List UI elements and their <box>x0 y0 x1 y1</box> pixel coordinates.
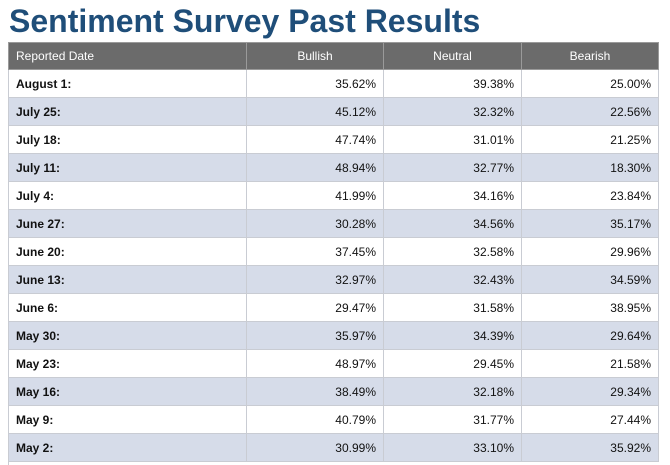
table-header: Reported Date Bullish Neutral Bearish <box>8 42 659 70</box>
cell-neutral: 32.77% <box>383 153 522 182</box>
table-row: May 30: 35.97% 34.39% 29.64% <box>8 321 659 350</box>
cell-bearish: 27.44% <box>521 405 659 434</box>
table-row: May 2: 30.99% 33.10% 35.92% <box>8 433 659 462</box>
cell-neutral: 32.58% <box>383 237 522 266</box>
table-row: June 27: 30.28% 34.56% 35.17% <box>8 209 659 238</box>
table-row: August 1: 35.62% 39.38% 25.00% <box>8 69 659 98</box>
cell-reported-date: August 1: <box>8 69 247 98</box>
cell-reported-date: June 27: <box>8 209 247 238</box>
cell-bearish: 34.59% <box>521 265 659 294</box>
table-row: June 13: 32.97% 32.43% 34.59% <box>8 265 659 294</box>
column-header-reported-date: Reported Date <box>8 42 247 70</box>
table-row: May 23: 48.97% 29.45% 21.58% <box>8 349 659 378</box>
cell-bullish: 29.47% <box>246 293 384 322</box>
column-header-bearish: Bearish <box>521 42 659 70</box>
cell-bullish: 35.62% <box>246 69 384 98</box>
table-row: May 9: 40.79% 31.77% 27.44% <box>8 405 659 434</box>
cell-reported-date: May 9: <box>8 405 247 434</box>
cell-bearish: 21.25% <box>521 125 659 154</box>
cell-bullish: 48.94% <box>246 153 384 182</box>
cell-bullish: 37.45% <box>246 237 384 266</box>
table-continuation <box>8 460 658 465</box>
table-row: June 6: 29.47% 31.58% 38.95% <box>8 293 659 322</box>
table-row: July 11: 48.94% 32.77% 18.30% <box>8 153 659 182</box>
cell-neutral: 31.01% <box>383 125 522 154</box>
cell-neutral: 32.32% <box>383 97 522 126</box>
cell-reported-date: June 6: <box>8 293 247 322</box>
table-row: July 25: 45.12% 32.32% 22.56% <box>8 97 659 126</box>
cell-bearish: 29.96% <box>521 237 659 266</box>
table-row: July 4: 41.99% 34.16% 23.84% <box>8 181 659 210</box>
cell-bullish: 47.74% <box>246 125 384 154</box>
cell-reported-date: July 18: <box>8 125 247 154</box>
cell-bearish: 21.58% <box>521 349 659 378</box>
column-header-bullish: Bullish <box>246 42 384 70</box>
cell-neutral: 34.16% <box>383 181 522 210</box>
cell-neutral: 29.45% <box>383 349 522 378</box>
cell-reported-date: May 16: <box>8 377 247 406</box>
table-row: July 18: 47.74% 31.01% 21.25% <box>8 125 659 154</box>
sentiment-results-table: Reported Date Bullish Neutral Bearish Au… <box>8 42 659 462</box>
cell-reported-date: July 4: <box>8 181 247 210</box>
cell-neutral: 32.18% <box>383 377 522 406</box>
column-header-neutral: Neutral <box>383 42 522 70</box>
table-row: June 20: 37.45% 32.58% 29.96% <box>8 237 659 266</box>
cell-bullish: 30.28% <box>246 209 384 238</box>
cell-bullish: 38.49% <box>246 377 384 406</box>
cell-reported-date: July 25: <box>8 97 247 126</box>
cell-neutral: 34.39% <box>383 321 522 350</box>
cell-neutral: 31.58% <box>383 293 522 322</box>
cell-bullish: 41.99% <box>246 181 384 210</box>
cell-bullish: 32.97% <box>246 265 384 294</box>
cell-bearish: 23.84% <box>521 181 659 210</box>
cell-bearish: 35.92% <box>521 433 659 462</box>
cell-neutral: 33.10% <box>383 433 522 462</box>
cell-bearish: 29.34% <box>521 377 659 406</box>
cell-bearish: 22.56% <box>521 97 659 126</box>
cell-bullish: 35.97% <box>246 321 384 350</box>
cell-reported-date: June 20: <box>8 237 247 266</box>
cell-bullish: 30.99% <box>246 433 384 462</box>
cell-reported-date: May 30: <box>8 321 247 350</box>
cell-bearish: 29.64% <box>521 321 659 350</box>
cell-bearish: 18.30% <box>521 153 659 182</box>
cell-bearish: 35.17% <box>521 209 659 238</box>
cell-reported-date: June 13: <box>8 265 247 294</box>
page-title: Sentiment Survey Past Results <box>9 3 481 39</box>
table-body: August 1: 35.62% 39.38% 25.00% July 25: 45.12… <box>8 69 659 462</box>
cell-reported-date: May 2: <box>8 433 247 462</box>
cell-bullish: 45.12% <box>246 97 384 126</box>
cell-bearish: 38.95% <box>521 293 659 322</box>
cell-reported-date: July 11: <box>8 153 247 182</box>
cell-reported-date: May 23: <box>8 349 247 378</box>
cell-neutral: 39.38% <box>383 69 522 98</box>
cell-bullish: 40.79% <box>246 405 384 434</box>
cell-neutral: 34.56% <box>383 209 522 238</box>
cell-neutral: 31.77% <box>383 405 522 434</box>
header-row: Reported Date Bullish Neutral Bearish <box>8 42 659 70</box>
table-row: May 16: 38.49% 32.18% 29.34% <box>8 377 659 406</box>
cell-bearish: 25.00% <box>521 69 659 98</box>
cell-neutral: 32.43% <box>383 265 522 294</box>
cell-bullish: 48.97% <box>246 349 384 378</box>
